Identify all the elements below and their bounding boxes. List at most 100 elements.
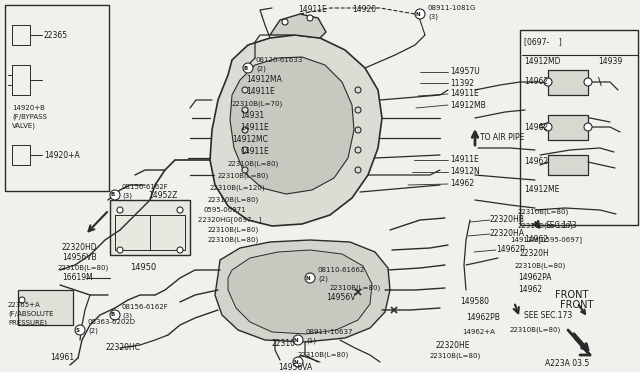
Bar bbox=[548, 155, 588, 175]
Circle shape bbox=[544, 123, 552, 131]
Text: 08156-6162F: 08156-6162F bbox=[122, 304, 169, 310]
Text: 14911E: 14911E bbox=[450, 90, 479, 99]
Text: 14912N: 14912N bbox=[450, 167, 480, 176]
Text: 22310B(L=120): 22310B(L=120) bbox=[210, 185, 266, 191]
Text: 14962P: 14962P bbox=[496, 246, 525, 254]
Text: 14920: 14920 bbox=[352, 6, 376, 15]
Circle shape bbox=[355, 127, 361, 133]
Text: 22320HB: 22320HB bbox=[490, 215, 525, 224]
Polygon shape bbox=[270, 14, 326, 38]
Text: TO AIR PIPE: TO AIR PIPE bbox=[480, 134, 524, 142]
Text: 22320HA: 22320HA bbox=[490, 230, 525, 238]
Text: 149580: 149580 bbox=[460, 298, 489, 307]
Text: (F/ABSOLUTE: (F/ABSOLUTE bbox=[8, 311, 54, 317]
Text: 22310B(L=80): 22310B(L=80) bbox=[330, 285, 381, 291]
Bar bbox=[5, 5, 109, 191]
Text: SEE SEC.173: SEE SEC.173 bbox=[524, 311, 572, 321]
Text: 14961: 14961 bbox=[50, 353, 74, 362]
Circle shape bbox=[305, 273, 315, 283]
Text: SEC.173: SEC.173 bbox=[546, 221, 578, 231]
Circle shape bbox=[242, 107, 248, 113]
Circle shape bbox=[584, 78, 592, 86]
Text: 14911E: 14911E bbox=[240, 148, 269, 157]
Text: (1): (1) bbox=[306, 338, 316, 344]
Text: FRONT: FRONT bbox=[555, 290, 588, 314]
Text: 14950: 14950 bbox=[130, 263, 156, 273]
Text: 22310B(L=80): 22310B(L=80) bbox=[430, 353, 481, 359]
Text: 14962: 14962 bbox=[524, 235, 548, 244]
Text: 14957U: 14957U bbox=[450, 67, 480, 77]
Bar bbox=[520, 30, 638, 225]
Circle shape bbox=[242, 147, 248, 153]
Circle shape bbox=[584, 123, 592, 131]
Text: (3): (3) bbox=[428, 14, 438, 20]
Text: 22310B(L=70): 22310B(L=70) bbox=[232, 101, 284, 107]
Text: 14911E: 14911E bbox=[450, 155, 479, 164]
Circle shape bbox=[544, 78, 552, 86]
Text: 22310B(L=80): 22310B(L=80) bbox=[208, 197, 259, 203]
Text: FRONT: FRONT bbox=[560, 300, 593, 310]
Text: 14931: 14931 bbox=[240, 112, 264, 121]
Text: 22310B(L=120): 22310B(L=120) bbox=[518, 223, 573, 229]
Text: 14912MB: 14912MB bbox=[450, 100, 486, 109]
Text: 14956VA: 14956VA bbox=[278, 363, 312, 372]
Text: 14911E: 14911E bbox=[246, 87, 275, 96]
Circle shape bbox=[177, 247, 183, 253]
Text: 14920+A: 14920+A bbox=[44, 151, 80, 160]
Polygon shape bbox=[228, 250, 372, 334]
Circle shape bbox=[110, 310, 120, 320]
Text: 08120-61633: 08120-61633 bbox=[256, 57, 303, 63]
Text: 14952Z: 14952Z bbox=[148, 192, 177, 201]
Text: S: S bbox=[76, 327, 80, 333]
Circle shape bbox=[242, 127, 248, 133]
Text: 22310: 22310 bbox=[272, 340, 296, 349]
Text: 22310B(L=80): 22310B(L=80) bbox=[518, 209, 569, 215]
Text: 14920+B: 14920+B bbox=[12, 105, 45, 111]
Circle shape bbox=[19, 297, 25, 303]
Circle shape bbox=[110, 190, 120, 200]
Circle shape bbox=[242, 87, 248, 93]
Text: 14962: 14962 bbox=[524, 157, 548, 167]
Text: (F/BYPASS: (F/BYPASS bbox=[12, 114, 47, 120]
Text: B: B bbox=[244, 65, 248, 71]
Text: 22320HE: 22320HE bbox=[435, 341, 470, 350]
Text: 14912MD: 14912MD bbox=[524, 58, 561, 67]
Text: 14962+A: 14962+A bbox=[462, 329, 495, 335]
Text: 08156-6162F: 08156-6162F bbox=[122, 184, 169, 190]
Text: 14956V: 14956V bbox=[326, 294, 355, 302]
Polygon shape bbox=[210, 35, 382, 226]
Text: 22310B(L=80): 22310B(L=80) bbox=[218, 173, 269, 179]
Text: (2): (2) bbox=[256, 66, 266, 72]
Text: PRESSURE): PRESSURE) bbox=[8, 320, 47, 326]
Text: 14962PA: 14962PA bbox=[518, 273, 552, 282]
Text: 14962: 14962 bbox=[524, 77, 548, 87]
Text: 14939: 14939 bbox=[598, 58, 622, 67]
Text: B: B bbox=[111, 192, 115, 198]
Circle shape bbox=[415, 9, 425, 19]
Text: 22310B(L=80): 22310B(L=80) bbox=[208, 227, 259, 233]
Text: 14962PB: 14962PB bbox=[466, 314, 500, 323]
Text: 14962: 14962 bbox=[524, 122, 548, 131]
Circle shape bbox=[355, 87, 361, 93]
Text: 11392: 11392 bbox=[450, 78, 474, 87]
Circle shape bbox=[293, 357, 303, 367]
Text: 22310B(L=80): 22310B(L=80) bbox=[510, 327, 561, 333]
Text: 22310B(L=80): 22310B(L=80) bbox=[228, 161, 279, 167]
Circle shape bbox=[293, 335, 303, 345]
Text: 14911E: 14911E bbox=[240, 124, 269, 132]
Circle shape bbox=[242, 167, 248, 173]
Circle shape bbox=[177, 207, 183, 213]
Text: (2): (2) bbox=[318, 276, 328, 282]
Text: 08363-6202D: 08363-6202D bbox=[88, 319, 136, 325]
Text: [0697-    ]: [0697- ] bbox=[524, 38, 562, 46]
Text: VALVE): VALVE) bbox=[12, 123, 36, 129]
Text: (2): (2) bbox=[88, 328, 98, 334]
Bar bbox=[110, 200, 190, 255]
Text: (3): (3) bbox=[122, 313, 132, 319]
Circle shape bbox=[355, 167, 361, 173]
Text: 22320H: 22320H bbox=[520, 250, 550, 259]
Circle shape bbox=[117, 207, 123, 213]
Text: 22310B(L=80): 22310B(L=80) bbox=[208, 237, 259, 243]
Text: 08911-10637: 08911-10637 bbox=[306, 329, 353, 335]
Polygon shape bbox=[230, 57, 354, 194]
